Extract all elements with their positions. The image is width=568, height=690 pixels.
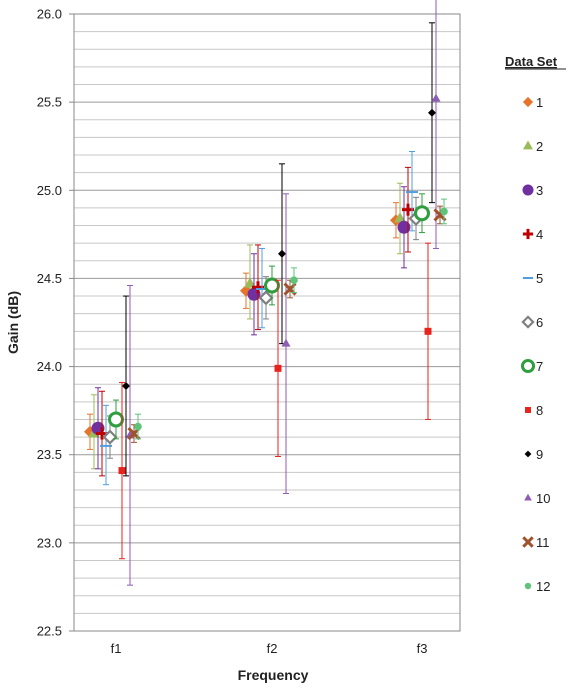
legend-label: 5	[536, 271, 543, 286]
series-1	[84, 202, 402, 450]
x-tick-label: f2	[267, 641, 278, 656]
data-point	[108, 411, 124, 428]
marker-circle	[522, 184, 534, 196]
legend-item: 11	[522, 535, 550, 550]
legend-label: 3	[536, 183, 543, 198]
marker-circle-small	[524, 582, 532, 590]
data-point	[244, 277, 256, 288]
data-point	[264, 277, 280, 294]
legend-item: 7	[520, 358, 543, 374]
legend-item: 4	[522, 227, 543, 242]
x-tick-label: f3	[417, 641, 428, 656]
data-point	[122, 381, 130, 390]
data-series	[84, 0, 448, 586]
series-8	[118, 242, 432, 560]
series-5	[100, 151, 418, 486]
legend-label: 10	[536, 491, 550, 506]
y-tick-label: 24.5	[37, 271, 62, 286]
legend-item: 6	[521, 315, 543, 330]
series-12	[134, 198, 448, 440]
legend-item: 2	[523, 139, 543, 154]
data-point	[118, 467, 126, 475]
series-4	[96, 166, 414, 477]
data-point	[274, 364, 282, 372]
series-10	[125, 0, 441, 586]
marker-diamond-small	[524, 450, 532, 458]
y-tick-label: 24.0	[37, 359, 62, 374]
y-axis-title: Gain (dB)	[5, 291, 21, 354]
series-6	[102, 196, 424, 459]
marker-triangle	[523, 140, 533, 150]
series-9	[122, 22, 436, 477]
x-tick-label: f1	[111, 641, 122, 656]
legend-item: 3	[522, 183, 543, 198]
data-point	[428, 108, 436, 117]
data-point	[431, 93, 441, 102]
data-point	[397, 220, 411, 234]
legend-item: 8	[525, 403, 543, 418]
legend-label: 8	[536, 403, 543, 418]
legend-label: 11	[536, 535, 550, 550]
gridlines	[74, 13, 460, 632]
marker-circle-open	[520, 358, 536, 374]
x-axis-title: Frequency	[238, 667, 309, 683]
legend-label: 7	[536, 359, 543, 374]
legend-label: 2	[536, 139, 543, 154]
y-tick-label: 25.5	[37, 95, 62, 110]
legend-item: 9	[524, 447, 543, 462]
y-axis-ticks: 22.5 23.0 23.5 24.0 24.5 25.0 25.5 26.0	[37, 7, 74, 639]
y-tick-label: 23.5	[37, 447, 62, 462]
plot-area-frame	[73, 13, 461, 632]
legend-label: 12	[536, 579, 550, 594]
legend-title: Data Set	[505, 54, 558, 69]
legend-label: 9	[536, 447, 543, 462]
x-axis-ticks: f1 f2 f3	[111, 641, 428, 656]
marker-plus	[522, 228, 534, 240]
data-point	[440, 207, 448, 216]
y-tick-label: 22.5	[37, 624, 62, 639]
legend-label: 6	[536, 315, 543, 330]
legend-item: 5	[522, 271, 543, 286]
data-point	[394, 211, 406, 223]
data-point	[258, 290, 274, 306]
marker-square	[525, 407, 531, 413]
marker-diamond	[522, 96, 534, 108]
legend-label: 4	[536, 227, 543, 242]
series-11	[127, 205, 447, 443]
marker-triangle-small	[524, 493, 532, 501]
data-point	[278, 249, 286, 258]
legend-item: 10	[524, 491, 550, 506]
y-tick-label: 23.0	[37, 535, 62, 550]
y-tick-label: 25.0	[37, 183, 62, 198]
data-point	[102, 429, 118, 445]
series-7	[108, 193, 430, 440]
data-point	[281, 338, 291, 347]
marker-diamond-open	[521, 315, 535, 329]
legend-item: 12	[524, 579, 550, 594]
data-point	[134, 422, 142, 431]
data-point	[414, 205, 430, 222]
legend-label: 1	[536, 95, 543, 110]
data-point	[290, 276, 298, 284]
y-tick-label: 26.0	[37, 7, 62, 22]
marker-x	[522, 536, 534, 548]
data-point	[424, 327, 432, 335]
legend-item: 1	[522, 95, 543, 110]
